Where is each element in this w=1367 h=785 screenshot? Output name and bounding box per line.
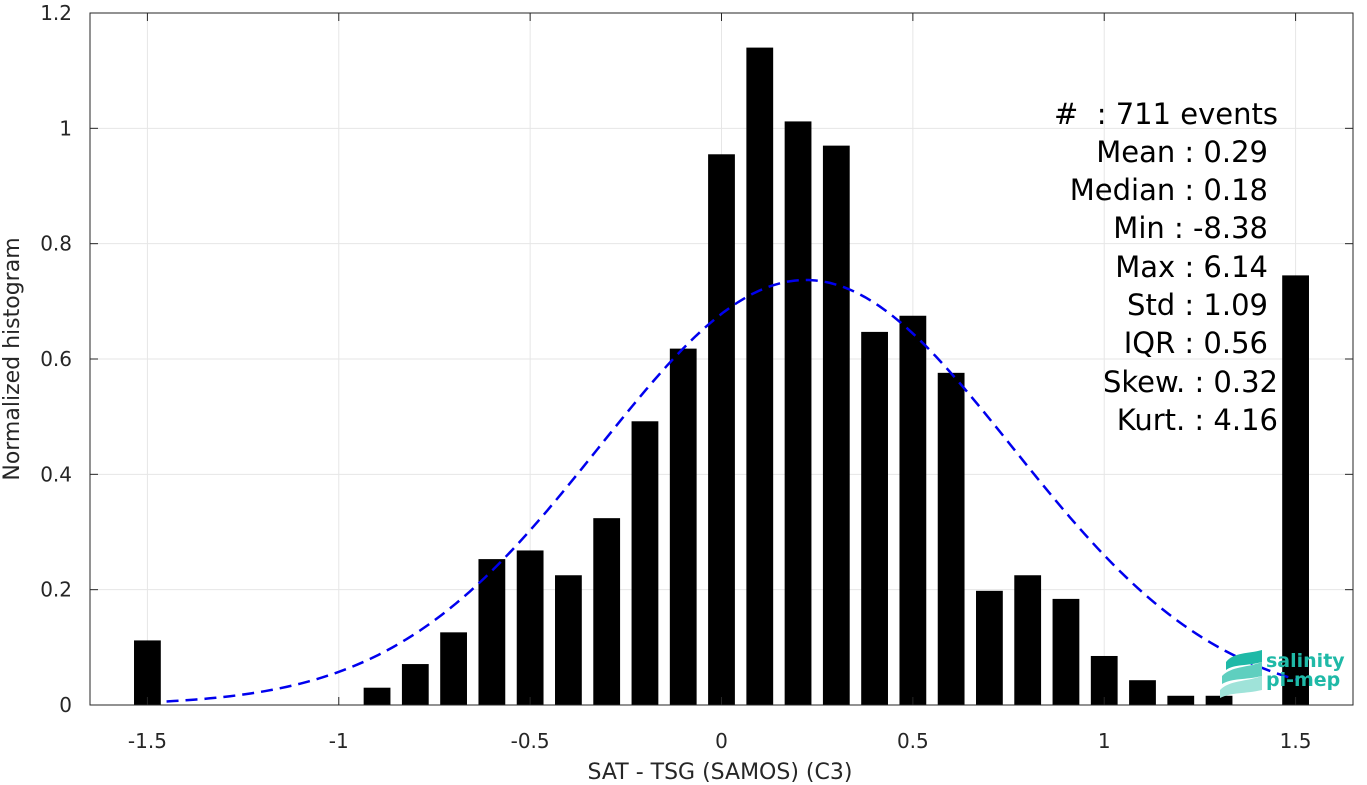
histogram-bar [784, 121, 812, 705]
stats-max: Max : 6.14 [1115, 250, 1268, 284]
y-tick-label: 0.4 [40, 462, 72, 486]
histogram-bar [440, 632, 467, 705]
stats-iqr: IQR : 0.56 [1124, 326, 1268, 360]
histogram-bar [363, 687, 391, 705]
x-axis-title: SAT - TSG (SAMOS) (C3) [588, 760, 853, 785]
histogram-bar [1205, 695, 1233, 705]
histogram-bar [708, 154, 735, 706]
histogram-bar [1129, 680, 1156, 705]
stats-median: Median : 0.18 [1070, 173, 1268, 207]
histogram-bar [899, 315, 927, 705]
histogram-bar [1090, 655, 1118, 705]
histogram-bar [516, 550, 544, 705]
histogram-bar [631, 421, 659, 705]
stats-std: Std : 1.09 [1127, 288, 1268, 322]
y-tick-labels: 0 0.2 0.4 0.6 0.8 1 1.2 [40, 1, 72, 717]
logo-line1: salinity [1266, 650, 1345, 672]
x-tick-label: 0.5 [897, 729, 929, 753]
x-tick-label: 1.5 [1280, 729, 1312, 753]
histogram-bar [134, 640, 161, 705]
y-axis-title: Normalized histogram [0, 237, 25, 480]
histogram-bar [861, 331, 888, 705]
logo-line2: pi-mep [1266, 669, 1340, 691]
histogram-bar [478, 559, 506, 705]
y-tick-label: 0.2 [40, 578, 72, 602]
x-tick-label: 0 [715, 729, 728, 753]
y-tick-label: 0 [59, 693, 72, 717]
histogram-bar [1052, 598, 1080, 705]
histogram-bar [593, 518, 621, 705]
stats-box: # : 711 events Mean : 0.29 Median : 0.18… [1054, 97, 1278, 437]
y-tick-label: 0.6 [40, 347, 72, 371]
x-tick-label: -1.5 [128, 729, 167, 753]
histogram-bar [976, 590, 1003, 705]
histogram-bar [1014, 575, 1042, 705]
histogram-bar [1282, 275, 1309, 705]
histogram-bar [669, 348, 697, 705]
histogram-bar [822, 145, 850, 706]
wave-icon [1220, 650, 1262, 698]
stats-count: # : 711 events [1054, 97, 1278, 131]
histogram-bar [1167, 695, 1195, 705]
y-tick-label: 0.8 [40, 232, 72, 256]
stats-kurt: Kurt. : 4.16 [1117, 403, 1278, 437]
histogram-bar [746, 47, 774, 706]
y-tick-label: 1.2 [40, 1, 72, 25]
salinity-pimep-logo: salinity pi-mep [1220, 650, 1345, 698]
x-tick-label: 1 [1098, 729, 1111, 753]
bars [134, 47, 1309, 706]
y-tick-label: 1 [59, 116, 72, 140]
histogram-bar [937, 372, 965, 705]
stats-min: Min : -8.38 [1113, 211, 1268, 245]
x-tick-labels: -1.5 -1 -0.5 0 0.5 1 1.5 [128, 729, 1312, 753]
axis-ticks [90, 12, 1353, 706]
normal-fit-curve [166, 278, 1296, 703]
x-tick-label: -1 [329, 729, 349, 753]
x-tick-label: -0.5 [511, 729, 550, 753]
histogram-bar [401, 664, 429, 705]
stats-mean: Mean : 0.29 [1096, 135, 1268, 169]
stats-skew: Skew. : 0.32 [1103, 365, 1278, 399]
histogram-bar [555, 575, 582, 705]
